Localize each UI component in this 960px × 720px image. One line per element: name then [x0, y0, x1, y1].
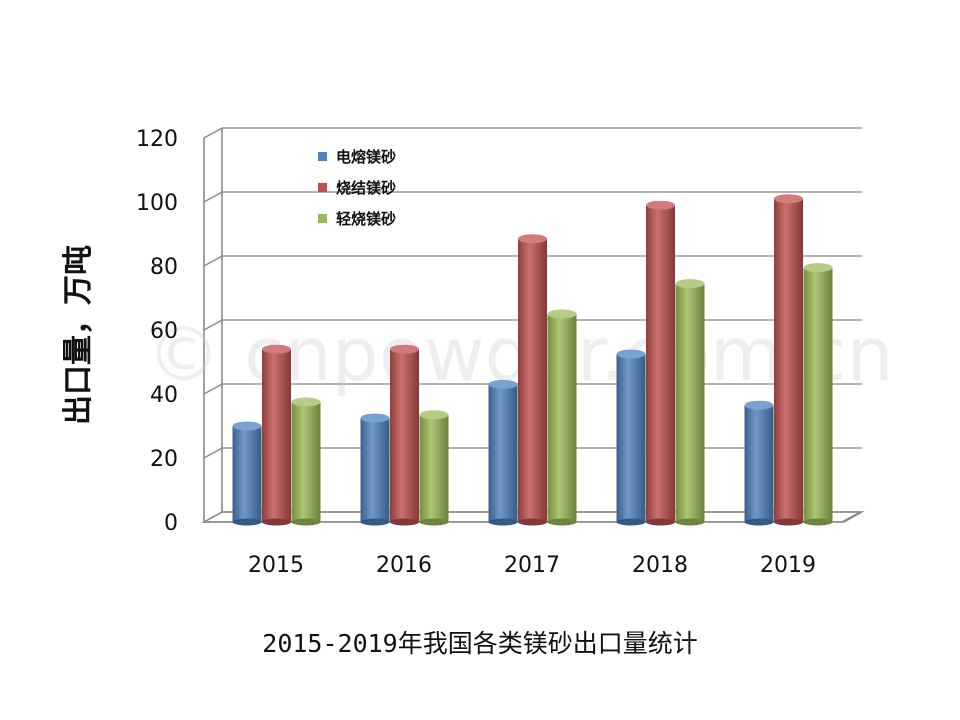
bar-base [419, 518, 449, 526]
bar-body [616, 354, 646, 522]
x-tick-label: 2019 [760, 553, 816, 578]
bar-2018-2 [675, 279, 705, 526]
bar-base [616, 518, 646, 526]
bar-base [803, 518, 833, 526]
bar-cap [803, 263, 833, 273]
bar-body [774, 198, 803, 523]
bar-base [744, 518, 774, 526]
bar-cap [547, 309, 577, 319]
bar-body [518, 238, 547, 523]
bar-2016-1 [390, 344, 419, 526]
bar-2017-1 [518, 234, 547, 526]
x-tick-label: 2017 [504, 553, 560, 578]
bar-base [360, 518, 390, 526]
bar-base [675, 518, 705, 526]
y-tick-label: 20 [150, 447, 178, 472]
bar-2018-0 [616, 349, 646, 526]
y-tick-label: 120 [136, 127, 178, 152]
bar-body [646, 205, 675, 522]
gridline-depth [203, 255, 223, 267]
bar-body [360, 418, 390, 522]
y-tick-label: 0 [164, 511, 178, 536]
bar-cap [744, 400, 774, 410]
bar-base [291, 518, 321, 526]
bar-cap [360, 413, 390, 423]
bar-base [390, 518, 419, 526]
gridline-depth [203, 191, 223, 203]
gridline-depth [203, 447, 223, 459]
x-tick-label: 2016 [376, 553, 432, 578]
bar-base [488, 518, 518, 526]
bar-cap [419, 410, 449, 420]
bar-base [518, 518, 547, 526]
chart-caption: 2015-2019年我国各类镁砂出口量统计 [262, 629, 698, 658]
bar-2019-1 [774, 194, 803, 526]
y-tick-label: 40 [150, 383, 178, 408]
bar-cap [646, 200, 675, 210]
bar-cap [774, 194, 803, 204]
bar-body [803, 267, 833, 522]
bar-body [675, 283, 705, 522]
bar-base [646, 518, 675, 526]
legend-swatch [318, 152, 327, 161]
bar-cap [675, 279, 705, 289]
bar-body [744, 405, 774, 522]
bar-cap [262, 344, 291, 354]
y-tick-label: 60 [150, 319, 178, 344]
bar-body [390, 349, 419, 522]
bar-2018-1 [646, 200, 675, 526]
bar-base [232, 518, 262, 526]
bar-body [488, 384, 518, 522]
bar-cap [291, 397, 321, 407]
bar-2019-0 [744, 400, 774, 526]
bar-body [262, 349, 291, 522]
bar-2016-0 [360, 413, 390, 526]
x-tick-label: 2018 [632, 553, 688, 578]
bar-2015-0 [232, 421, 262, 526]
legend-swatch [318, 214, 327, 223]
bar-base [774, 518, 803, 526]
bar-cap [488, 379, 518, 389]
bar-body [291, 402, 321, 522]
bar-body [232, 426, 262, 522]
bar-cap [390, 344, 419, 354]
gridline-depth [203, 319, 223, 331]
bar-body [419, 414, 449, 522]
bar-2015-1 [262, 344, 291, 526]
gridline-depth [203, 127, 223, 139]
bar-cap [518, 234, 547, 244]
bar-2017-2 [547, 309, 577, 526]
legend-label: 轻烧镁砂 [336, 210, 396, 228]
bar-2019-2 [803, 263, 833, 526]
legend-label: 电熔镁砂 [336, 148, 396, 166]
bar-2016-2 [419, 410, 449, 526]
bar-base [262, 518, 291, 526]
bar-cap [616, 349, 646, 359]
x-tick-label: 2015 [248, 553, 304, 578]
bar-body [547, 314, 577, 522]
y-axis-label: 出口量，万吨 [61, 245, 96, 425]
legend-label: 烧结镁砂 [336, 179, 396, 197]
bar-base [547, 518, 577, 526]
legend-swatch [318, 183, 327, 192]
x-axis-depth [841, 511, 861, 523]
bar-2015-2 [291, 397, 321, 526]
bar-cap [232, 421, 262, 431]
y-tick-label: 100 [136, 191, 178, 216]
y-tick-label: 80 [150, 255, 178, 280]
bar-2017-0 [488, 379, 518, 526]
gridline-depth [203, 383, 223, 395]
